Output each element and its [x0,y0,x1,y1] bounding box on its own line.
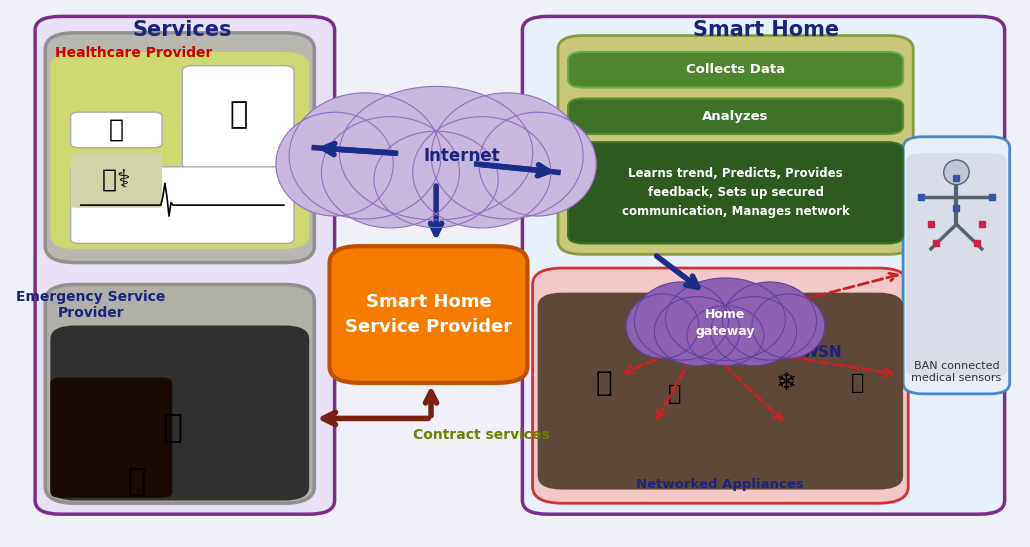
FancyBboxPatch shape [71,167,294,243]
Text: Healthcare Provider: Healthcare Provider [56,46,213,61]
Ellipse shape [654,296,740,366]
FancyBboxPatch shape [50,377,172,498]
Text: Contract services: Contract services [413,428,550,442]
Ellipse shape [665,278,785,360]
Text: 🚓: 🚓 [128,467,146,496]
Text: ❄️: ❄️ [776,371,797,395]
Text: Smart Home: Smart Home [693,20,839,40]
FancyBboxPatch shape [182,66,294,170]
Text: Learns trend, Predicts, Provides
feedback, Sets up secured
communication, Manage: Learns trend, Predicts, Provides feedbac… [622,167,850,218]
Ellipse shape [687,306,764,365]
Text: 🏥: 🏥 [229,100,247,130]
FancyBboxPatch shape [45,284,314,503]
Text: 👨‍⚕️: 👨‍⚕️ [102,168,131,193]
Text: Home
gateway: Home gateway [695,308,755,337]
Ellipse shape [340,86,533,220]
Ellipse shape [711,296,796,366]
Ellipse shape [432,93,583,219]
Ellipse shape [321,117,459,228]
FancyBboxPatch shape [50,325,309,501]
FancyBboxPatch shape [71,112,162,148]
Text: Smart Home
Service Provider: Smart Home Service Provider [345,293,512,336]
Ellipse shape [289,93,441,219]
FancyBboxPatch shape [569,142,903,243]
Text: Networked Appliances: Networked Appliances [637,478,804,491]
Text: Analyzes: Analyzes [702,110,768,123]
FancyBboxPatch shape [330,246,527,383]
Text: Collects Data: Collects Data [686,63,785,76]
FancyBboxPatch shape [558,36,914,254]
Text: Emergency Service
Provider: Emergency Service Provider [16,290,166,320]
FancyBboxPatch shape [35,16,335,514]
Text: Internet: Internet [423,147,500,165]
Ellipse shape [479,112,596,216]
Text: WSN: WSN [801,345,843,360]
Ellipse shape [626,294,699,358]
Text: Services: Services [133,20,232,40]
FancyBboxPatch shape [569,98,903,134]
Text: BAN connected
medical sensors: BAN connected medical sensors [912,361,1001,383]
Ellipse shape [413,117,551,228]
Text: 🌡️: 🌡️ [851,373,864,393]
Ellipse shape [276,112,393,216]
FancyBboxPatch shape [538,293,903,490]
Ellipse shape [722,282,817,360]
Ellipse shape [752,294,825,358]
FancyBboxPatch shape [50,52,309,249]
FancyBboxPatch shape [569,52,903,88]
FancyBboxPatch shape [45,33,314,263]
Text: 🔊: 🔊 [668,384,682,404]
FancyBboxPatch shape [533,268,908,503]
Text: 🚒: 🚒 [162,410,182,443]
FancyBboxPatch shape [903,137,1009,394]
Ellipse shape [943,160,969,184]
Ellipse shape [374,131,499,228]
Text: 📺: 📺 [595,369,612,397]
Text: 🚑: 🚑 [109,118,124,142]
Ellipse shape [634,282,728,360]
FancyBboxPatch shape [906,153,1006,377]
FancyBboxPatch shape [522,16,1004,514]
FancyBboxPatch shape [71,153,162,208]
